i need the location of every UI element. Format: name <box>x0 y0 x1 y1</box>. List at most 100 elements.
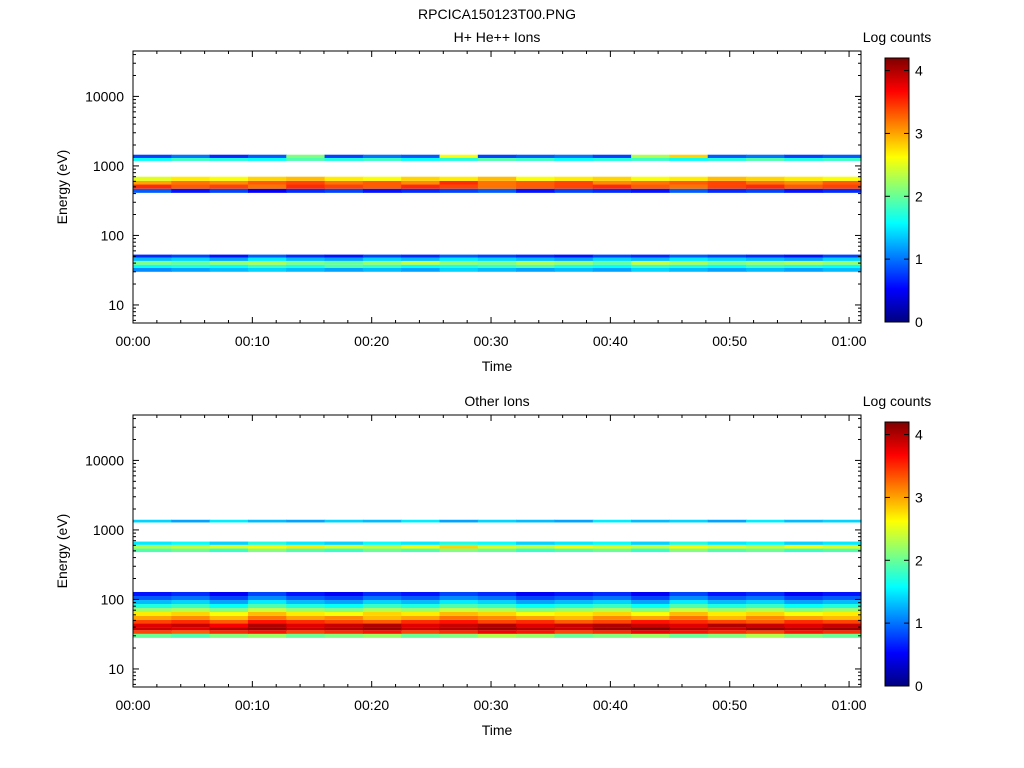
y-tick-label: 10000 <box>85 452 124 468</box>
heatmap-cell <box>133 548 172 553</box>
heatmap-cell <box>746 596 785 601</box>
heatmap-cell <box>784 630 824 634</box>
heatmap-cell <box>784 184 824 189</box>
colorbar-gradient <box>884 421 910 687</box>
heatmap-cell <box>822 600 862 604</box>
heatmap-cell <box>401 596 441 601</box>
heatmap-cell <box>477 519 517 523</box>
heatmap-cell <box>247 176 287 181</box>
heatmap-cell <box>401 611 441 616</box>
heatmap-cell <box>133 184 172 189</box>
heatmap-cell <box>324 603 364 609</box>
heatmap-cell <box>516 630 556 634</box>
heatmap-cell <box>554 619 594 624</box>
heatmap-cell <box>592 264 632 269</box>
heatmap-cell <box>401 268 441 272</box>
heatmap-cell <box>324 608 364 612</box>
heatmap-cell <box>401 541 441 545</box>
panel-title: Other Ions <box>464 393 529 409</box>
heatmap-cell <box>707 627 747 631</box>
heatmap-cell <box>324 184 364 189</box>
heatmap-cell <box>707 630 747 634</box>
heatmap-cell <box>516 591 556 597</box>
x-tick-label: 00:20 <box>354 697 389 713</box>
heatmap-cell <box>784 600 824 604</box>
heatmap-cell <box>516 541 556 545</box>
heatmap-cell <box>631 257 671 261</box>
heatmap-cell <box>669 188 709 193</box>
heatmap-cell <box>209 600 249 604</box>
heatmap-cell <box>133 541 172 545</box>
heatmap-cell <box>401 627 441 631</box>
heatmap-cell <box>477 541 517 545</box>
heatmap-cell <box>439 615 479 620</box>
colorbar-label: Log counts <box>863 29 932 45</box>
heatmap-cell <box>362 176 402 181</box>
heatmap-cell <box>669 154 709 158</box>
heatmap-cell <box>707 254 747 258</box>
heatmap-cell <box>401 260 441 265</box>
colorbar-gradient <box>884 57 910 323</box>
heatmap-cell <box>554 260 594 265</box>
heatmap-cell <box>362 600 402 604</box>
heatmap-cell <box>133 176 172 181</box>
heatmap-cell <box>631 603 671 609</box>
heatmap-cell <box>324 519 364 523</box>
heatmap-cell <box>554 633 594 638</box>
heatmap-cell <box>707 619 747 624</box>
heatmap-cell <box>631 519 671 523</box>
heatmap-cell <box>477 611 517 616</box>
heatmap-cell <box>592 254 632 258</box>
heatmap-cell <box>631 188 671 193</box>
heatmap-cell <box>822 608 862 612</box>
heatmap-cell <box>746 633 785 638</box>
heatmap-cell <box>439 257 479 261</box>
heatmap-cell <box>439 519 479 523</box>
heatmap-cell <box>669 633 709 638</box>
heatmap-cell <box>209 611 249 616</box>
heatmap-cell <box>669 596 709 601</box>
heatmap-cell <box>631 260 671 265</box>
heatmap-cell <box>401 180 441 185</box>
heatmap-cell <box>746 600 785 604</box>
heatmap-cells <box>133 519 862 638</box>
heatmap-cell <box>439 608 479 612</box>
heatmap-cell <box>516 596 556 601</box>
heatmap-cell <box>784 268 824 272</box>
heatmap-cell <box>209 519 249 523</box>
heatmap-cell <box>401 623 441 628</box>
heatmap-cell <box>439 633 479 638</box>
heatmap-cell <box>554 630 594 634</box>
heatmap-cell <box>822 188 862 193</box>
heatmap-cell <box>171 623 211 628</box>
heatmap-cell <box>286 257 326 261</box>
heatmap-cell <box>439 184 479 189</box>
colorbar-tick-label: 4 <box>915 63 923 79</box>
heatmap-cell <box>324 623 364 628</box>
heatmap-cell <box>669 627 709 631</box>
heatmap-cell <box>822 627 862 631</box>
heatmap-cell <box>362 264 402 269</box>
heatmap-cell <box>401 184 441 189</box>
heatmap-cell <box>554 603 594 609</box>
x-ticks: 00:00 00:10 00:20 00:30 00:40 00:50 01:00 <box>115 415 867 713</box>
heatmap-cell <box>746 268 785 272</box>
heatmap-cell <box>554 608 594 612</box>
heatmap-cell <box>784 519 824 523</box>
colorbar-label: Log counts <box>863 393 932 409</box>
heatmap-cell <box>707 541 747 545</box>
y-axis-label: Energy (eV) <box>54 514 70 589</box>
heatmap-cell <box>439 264 479 269</box>
x-tick-label: 00:00 <box>115 697 150 713</box>
heatmap-cell <box>631 158 671 161</box>
heatmap-cell <box>554 541 594 545</box>
heatmap-cell <box>324 630 364 634</box>
heatmap-cell <box>477 619 517 624</box>
heatmap-cell <box>133 260 172 265</box>
heatmap-cell <box>401 615 441 620</box>
heatmap-cell <box>746 623 785 628</box>
heatmap-cell <box>171 608 211 612</box>
heatmap-cell <box>516 254 556 258</box>
colorbar-tick-label: 1 <box>915 615 923 631</box>
heatmap-cell <box>707 603 747 609</box>
